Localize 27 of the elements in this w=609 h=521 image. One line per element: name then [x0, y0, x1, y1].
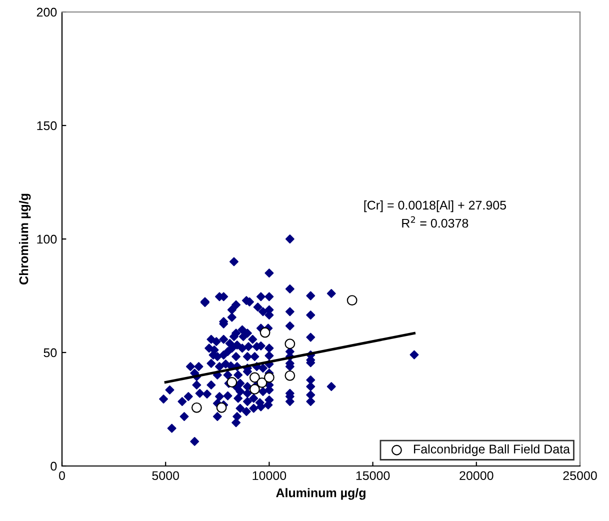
annotation: [Cr] = 0.0018[Al] + 27.905: [364, 200, 506, 212]
point: [249, 372, 260, 383]
annotation: R$^{2}$ = 0.0378: [402, 216, 468, 228]
point: [260, 327, 270, 338]
legend-label: Falconbridge Ball Field Data: [414, 444, 570, 456]
point: [226, 377, 238, 388]
y-tick-label: 150: [37, 121, 57, 130]
x-tick-label: 0: [59, 471, 65, 480]
y-axis-title: Chromium µg/g: [19, 194, 31, 284]
x-tick-label: 10000: [252, 471, 286, 480]
y-tick-label: 100: [37, 234, 57, 244]
point: [264, 372, 274, 383]
y-tick-label: 50: [44, 348, 57, 358]
x-axis-title: Aluminum µg/g: [276, 488, 366, 500]
y-tick-label: 0: [50, 462, 57, 471]
x-tick-label: 15000: [356, 471, 390, 480]
point: [284, 370, 296, 381]
point: [249, 384, 260, 394]
point: [256, 377, 268, 388]
point: [284, 338, 296, 350]
y-tick-label: 200: [36, 8, 57, 17]
x-tick-label: 25000: [563, 471, 597, 480]
point: [216, 402, 227, 413]
x-tick-label: 20000: [460, 471, 494, 480]
point: [346, 295, 358, 306]
x-tick-label: 5000: [152, 471, 180, 480]
point: [191, 402, 202, 413]
